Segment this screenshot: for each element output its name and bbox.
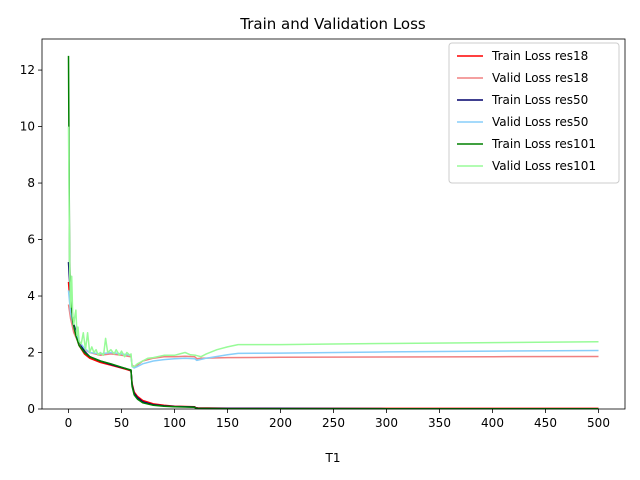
x-tick-label: 200 [269, 416, 292, 430]
x-tick-label: 150 [216, 416, 239, 430]
series-line-3 [67, 262, 599, 410]
axes: 0 50 100 150 200 250 300 350 400 450 500 0 2 4 6 8 10 12 [20, 38, 626, 430]
x-tick-label: 300 [375, 416, 398, 430]
x-tick-label: 50 [114, 416, 129, 430]
y-tick-label: 6 [27, 233, 35, 247]
y-tick-label: 8 [27, 176, 35, 190]
legend-label: Train Loss res101 [491, 137, 596, 151]
legend-label: Valid Loss res18 [492, 71, 588, 85]
legend-label: Valid Loss res101 [492, 159, 596, 173]
x-tick-label: 350 [428, 416, 451, 430]
legend-label: Valid Loss res50 [492, 115, 588, 129]
chart-title: Train and Validation Loss [239, 15, 426, 33]
x-tick-label: 100 [163, 416, 186, 430]
x-tick-label: 500 [587, 416, 610, 430]
y-tick-label: 2 [27, 346, 35, 360]
legend-label: Train Loss res50 [491, 93, 588, 107]
x-axis-label: T1 [325, 451, 341, 465]
x-tick-label: 250 [322, 416, 345, 430]
series-line-1 [67, 281, 599, 410]
y-tick-label: 12 [20, 63, 35, 77]
series-line-2 [67, 304, 599, 368]
series-line-6 [67, 126, 599, 368]
plot-lines [67, 55, 599, 410]
y-tick-label: 0 [27, 402, 35, 416]
legend-label: Train Loss res18 [491, 49, 588, 63]
x-tick-label: 400 [481, 416, 504, 430]
legend: Train Loss res18 Valid Loss res18 Train Lo… [448, 42, 620, 184]
legend-box [448, 42, 620, 184]
y-tick-label: 4 [27, 289, 35, 303]
series-line-5 [67, 55, 599, 410]
y-tick-label: 10 [20, 120, 35, 134]
x-tick-label: 450 [534, 416, 557, 430]
x-tick-label: 0 [65, 416, 73, 430]
